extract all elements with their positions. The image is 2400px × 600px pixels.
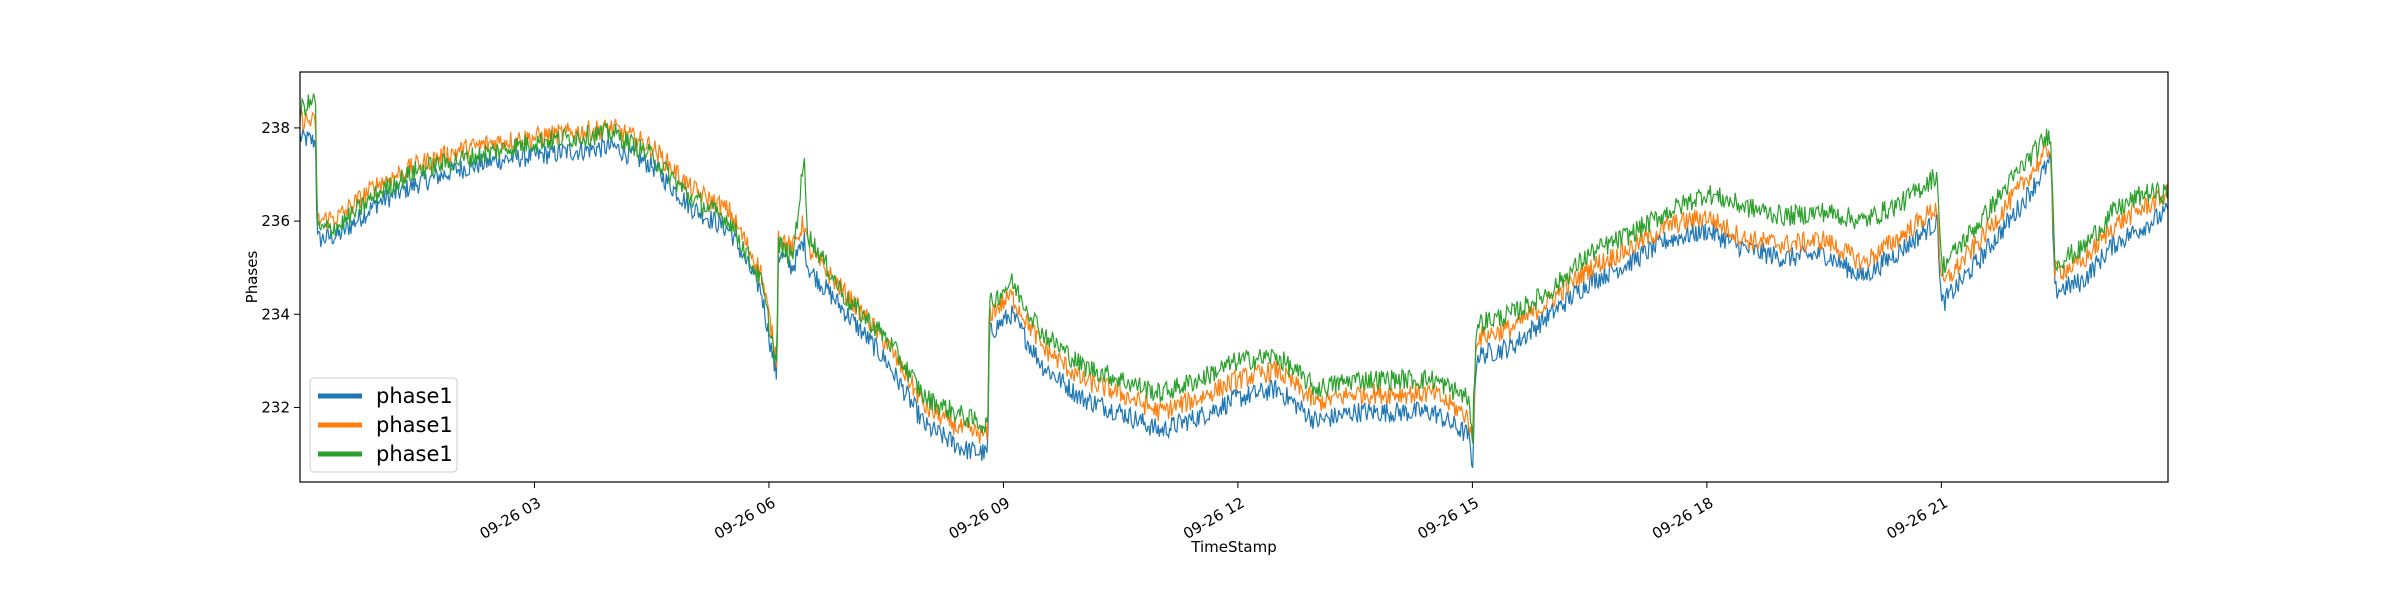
legend-box bbox=[309, 377, 458, 473]
y-axis: 232 234 236 238 bbox=[261, 119, 300, 416]
x-tick-label: 09-26 06 bbox=[711, 494, 778, 543]
y-tick-label: 236 bbox=[261, 212, 290, 230]
x-tick-label: 09-26 09 bbox=[946, 494, 1013, 543]
x-tick-label: 09-26 21 bbox=[1884, 494, 1951, 543]
x-tick-label: 09-26 15 bbox=[1415, 494, 1482, 543]
series-line-1 bbox=[300, 127, 2168, 469]
legend-label: phase1 bbox=[376, 413, 453, 437]
x-axis-title: TimeStamp bbox=[1190, 538, 1276, 556]
legend-label: phase1 bbox=[376, 384, 453, 408]
y-tick-label: 232 bbox=[261, 398, 290, 416]
y-tick-label: 234 bbox=[261, 305, 290, 323]
x-axis: 09-26 03 09-26 06 09-26 09 09-26 12 09-26 15… bbox=[477, 482, 1951, 543]
x-tick-label: 09-26 12 bbox=[1180, 494, 1247, 543]
x-tick-label: 09-26 03 bbox=[477, 494, 544, 543]
series-line-3 bbox=[300, 93, 2168, 443]
series-line-2 bbox=[300, 108, 2168, 444]
y-axis-title: Phases bbox=[243, 251, 261, 304]
plot-lines bbox=[300, 93, 2168, 469]
plot-frame bbox=[299, 71, 2169, 483]
legend: phase1 phase1 phase1 bbox=[309, 377, 458, 473]
x-tick-label: 09-26 18 bbox=[1649, 494, 1716, 543]
legend-label: phase1 bbox=[376, 442, 453, 466]
y-tick-label: 238 bbox=[261, 119, 290, 137]
